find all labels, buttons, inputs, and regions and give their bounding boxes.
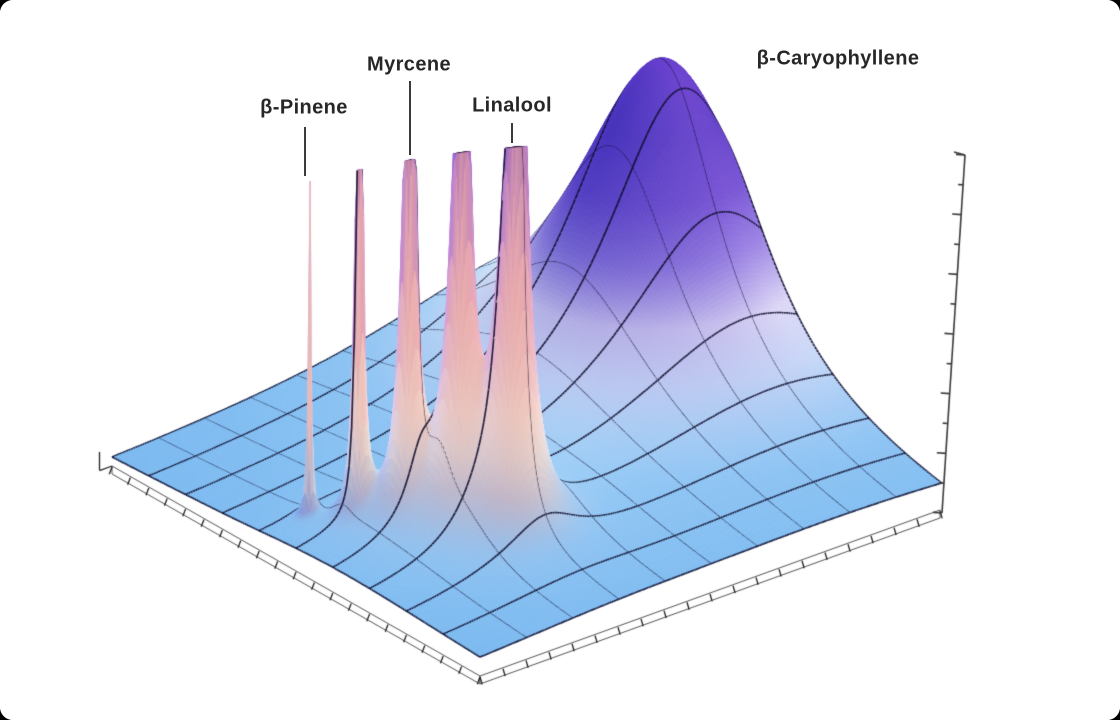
- surface-plot-canvas: [0, 0, 1120, 720]
- chart-card: β-Pinene Myrcene Linalool β-Caryophyllene: [0, 0, 1120, 720]
